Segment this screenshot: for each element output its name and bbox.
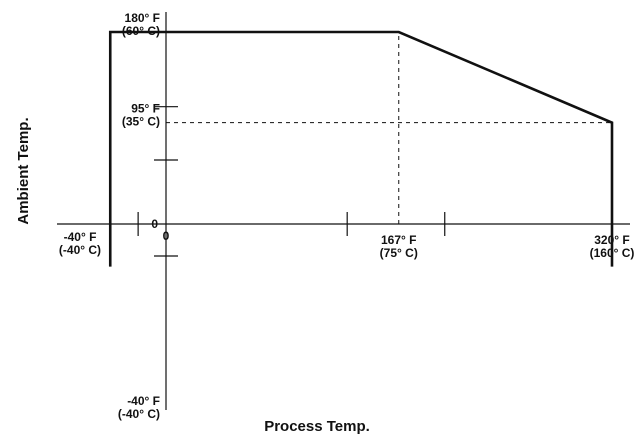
y-tick-label: 95° F (35° C) <box>122 102 160 129</box>
tick-labels: -40° F (-40° C) 0 167° F (75° C) 320° F (160° … <box>59 11 634 421</box>
x-tick-label: 0 <box>163 229 170 243</box>
reference-lines <box>166 32 612 224</box>
y-tick-label: 180° F (60° C) <box>122 11 160 38</box>
envelope-line <box>108 30 614 267</box>
x-tick-label: 167° F (75° C) <box>380 233 418 260</box>
minor-ticks <box>137 106 446 257</box>
x-axis-title: Process Temp. <box>264 418 370 435</box>
y-tick-label: -40° F (-40° C) <box>118 394 160 421</box>
axes <box>57 12 630 410</box>
y-tick-label: 0 <box>151 217 158 231</box>
y-axis-title: Ambient Temp. <box>15 117 32 224</box>
x-tick-label: 320° F (160° C) <box>590 233 635 260</box>
x-tick-label: -40° F (-40° C) <box>59 230 101 257</box>
